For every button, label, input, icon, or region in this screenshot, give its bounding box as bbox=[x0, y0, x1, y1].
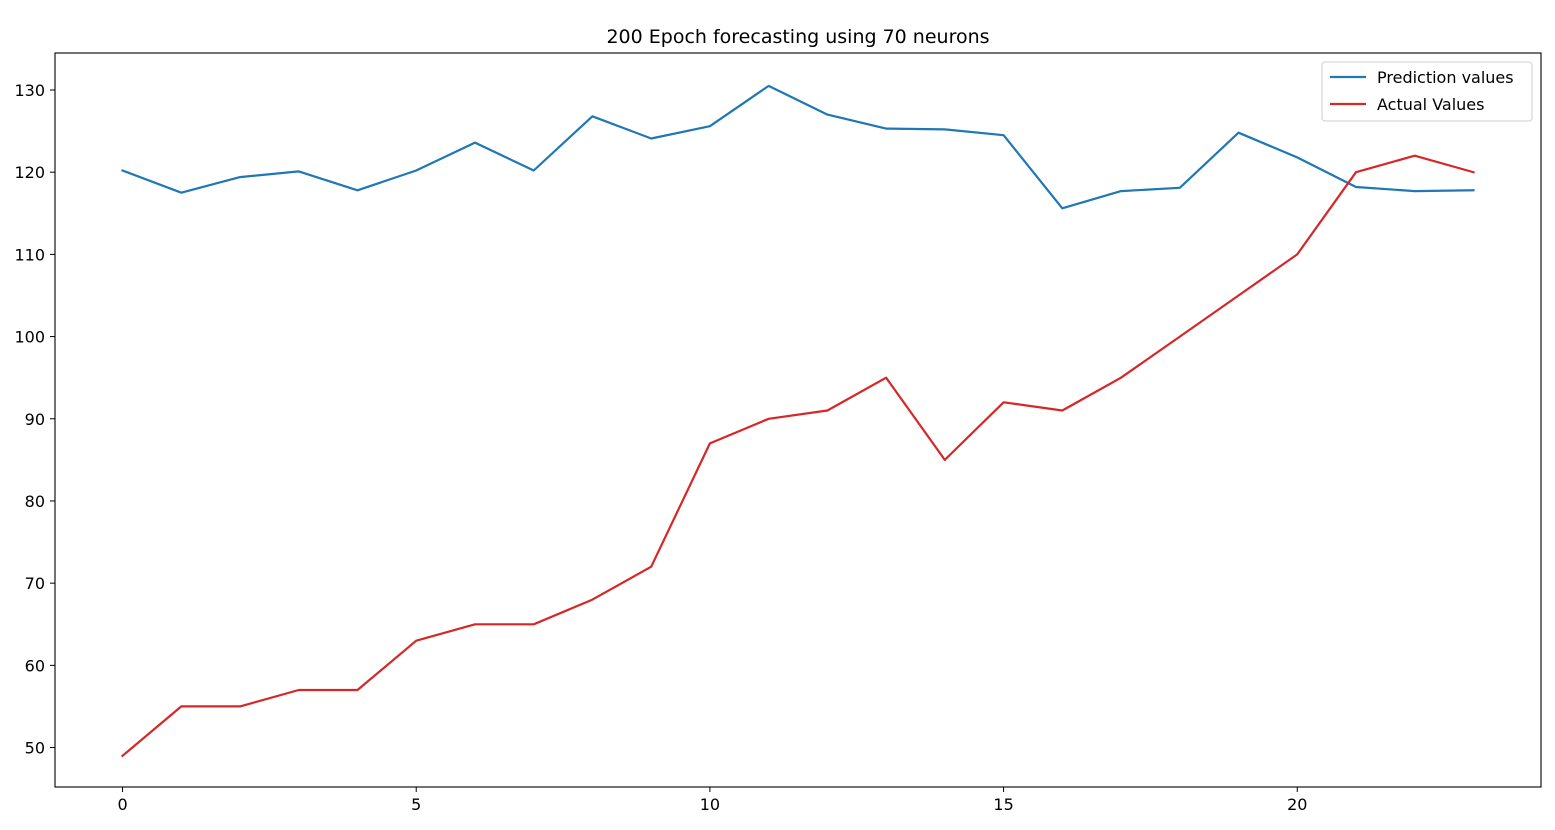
y-tick-label: 60 bbox=[25, 656, 45, 675]
legend-label: Prediction values bbox=[1377, 68, 1514, 87]
y-tick-label: 130 bbox=[14, 81, 45, 100]
x-axis: 0 5 10 15 20 bbox=[117, 787, 1307, 814]
y-tick-label: 50 bbox=[25, 739, 45, 758]
x-tick-label: 0 bbox=[117, 795, 127, 814]
legend: Prediction values Actual Values bbox=[1321, 61, 1533, 122]
x-tick-label: 10 bbox=[700, 795, 720, 814]
x-tick-label: 5 bbox=[411, 795, 421, 814]
series-layer bbox=[120, 84, 1475, 758]
chart-title: 200 Epoch forecasting using 70 neurons bbox=[606, 26, 989, 48]
series-line-actual bbox=[120, 154, 1475, 758]
y-tick-label: 80 bbox=[25, 492, 45, 511]
x-tick-label: 20 bbox=[1287, 795, 1307, 814]
legend-label: Actual Values bbox=[1377, 95, 1484, 114]
x-tick-label: 15 bbox=[993, 795, 1013, 814]
y-tick-label: 100 bbox=[14, 328, 45, 347]
plot-frame bbox=[54, 52, 1542, 788]
y-tick-label: 110 bbox=[14, 245, 45, 264]
y-tick-label: 70 bbox=[25, 574, 45, 593]
y-tick-label: 120 bbox=[14, 163, 45, 182]
y-tick-label: 90 bbox=[25, 410, 45, 429]
series-line-prediction bbox=[121, 84, 1475, 210]
y-axis: 50 60 70 80 90 100 110 120 130 bbox=[14, 81, 55, 758]
legend-box bbox=[1321, 61, 1533, 122]
